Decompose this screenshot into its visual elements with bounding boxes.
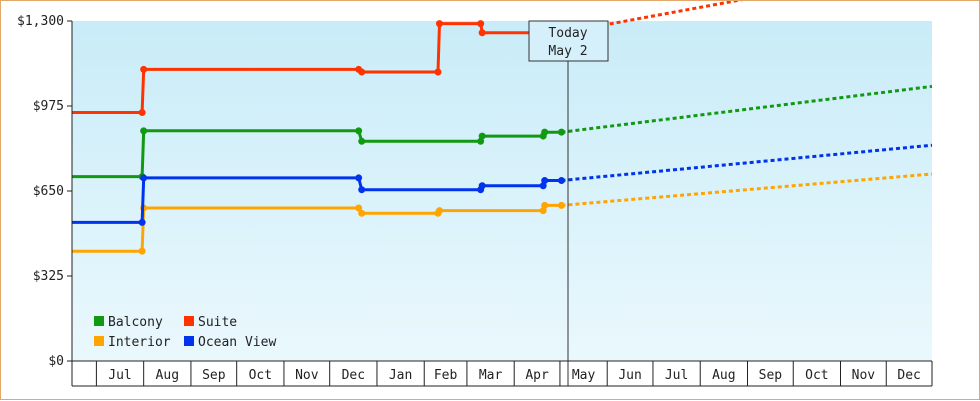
- y-tick-label: $325: [33, 269, 64, 284]
- x-tick-label: Apr: [525, 368, 549, 383]
- series-balcony: [72, 84, 933, 181]
- x-tick-label: Dec: [342, 368, 365, 383]
- y-tick-label: $0: [48, 354, 64, 369]
- y-tick-label: $650: [33, 184, 64, 199]
- series-layer: [72, 1, 933, 255]
- y-tick-label: $1,300: [17, 14, 64, 29]
- x-tick-label: Jul: [108, 368, 131, 383]
- x-tick-label: Aug: [712, 368, 735, 383]
- x-tick-label: Oct: [249, 368, 272, 383]
- legend-label-balcony: Balcony: [108, 315, 163, 330]
- legend-label-ocean-view: Ocean View: [198, 335, 276, 350]
- series-forecast-ocean-view: [561, 143, 933, 182]
- x-axis-ticks: Jul Aug Sep Oct Nov Dec Jan Feb Mar Apr May Jun Jul A…: [95, 361, 933, 386]
- series-interior: [72, 172, 933, 255]
- x-tick-label: Sep: [759, 368, 783, 383]
- series-point-ocean-view: [478, 182, 486, 190]
- series-point-suite: [435, 20, 443, 28]
- x-tick-label: Nov: [852, 368, 876, 383]
- x-tick-label: Aug: [156, 368, 179, 383]
- series-point-interior: [358, 209, 366, 217]
- series-point-ocean-view: [138, 218, 146, 226]
- series-point-balcony: [355, 127, 363, 135]
- legend-swatch-balcony: [94, 316, 104, 326]
- today-label-line1: Today: [548, 26, 587, 41]
- series-point-suite: [138, 109, 146, 117]
- series-point-ocean-view: [557, 177, 565, 185]
- legend-label-interior: Interior: [108, 335, 171, 350]
- series-suite: [72, 1, 744, 117]
- x-tick-label: Jul: [665, 368, 688, 383]
- x-tick-label: Mar: [479, 368, 503, 383]
- series-point-interior: [541, 201, 549, 209]
- x-tick-label: Nov: [295, 368, 319, 383]
- legend-label-suite: Suite: [198, 315, 237, 330]
- series-point-suite: [358, 68, 366, 76]
- series-point-ocean-view: [140, 174, 148, 182]
- x-tick-label: Oct: [805, 368, 828, 383]
- series-point-balcony: [557, 128, 565, 136]
- series-point-interior: [435, 207, 443, 215]
- x-tick-label: Jun: [618, 368, 641, 383]
- series-point-suite: [477, 20, 485, 28]
- series-point-balcony: [140, 127, 148, 135]
- legend-swatch-interior: [94, 336, 104, 346]
- y-tick-label: $975: [33, 99, 64, 114]
- series-point-balcony: [358, 137, 366, 145]
- series-ocean-view: [72, 143, 933, 226]
- legend: Balcony Suite Interior Ocean View: [94, 315, 276, 350]
- series-line-suite: [72, 22, 562, 114]
- series-forecast-balcony: [561, 84, 933, 134]
- series-point-interior: [138, 247, 146, 255]
- series-point-interior: [557, 201, 565, 209]
- series-point-suite: [140, 65, 148, 73]
- series-point-suite: [478, 29, 486, 37]
- series-point-balcony: [541, 128, 549, 136]
- series-point-ocean-view: [541, 177, 549, 185]
- series-point-interior: [355, 204, 363, 212]
- today-marker: Today May 2: [528, 20, 609, 386]
- x-tick-label: Sep: [202, 368, 226, 383]
- x-tick-label: Feb: [434, 368, 458, 383]
- x-tick-label: May: [572, 368, 596, 383]
- series-point-suite: [434, 68, 442, 76]
- legend-swatch-suite: [184, 316, 194, 326]
- series-point-ocean-view: [355, 174, 363, 182]
- today-label-line2: May 2: [548, 44, 587, 59]
- y-axis-ticks: $0 $325 $650 $975 $1,300: [17, 14, 72, 369]
- series-forecast-interior: [561, 172, 933, 207]
- series-point-ocean-view: [358, 186, 366, 194]
- x-tick-label: Jan: [389, 368, 412, 383]
- series-point-balcony: [478, 132, 486, 140]
- x-tick-label: Dec: [897, 368, 920, 383]
- plot-area: [72, 21, 932, 361]
- today-label-box: [528, 20, 609, 62]
- legend-swatch-ocean-view: [184, 336, 194, 346]
